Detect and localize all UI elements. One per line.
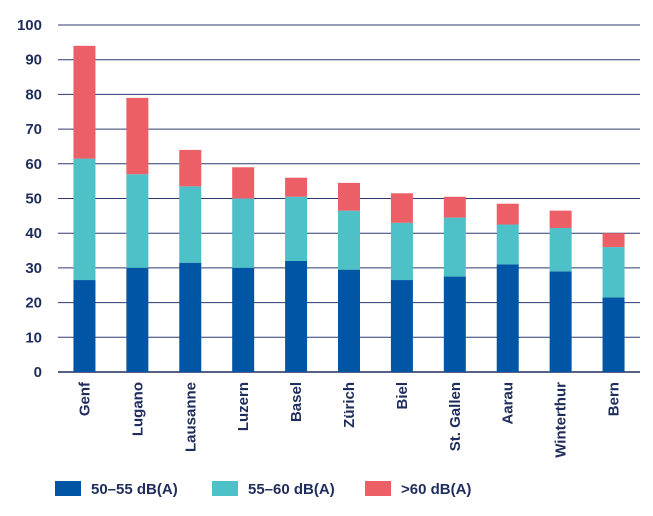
legend-swatch (55, 481, 81, 496)
bar-segment (232, 198, 255, 268)
bar-segment (232, 167, 255, 199)
bar-segment (549, 227, 572, 272)
bar-segment (285, 196, 308, 261)
bar-segment (338, 182, 360, 211)
legend-label: 55–60 dB(A) (248, 481, 335, 498)
legend-swatch (365, 481, 391, 496)
x-tick-label: Basel (288, 382, 305, 422)
bar-segment (126, 267, 149, 372)
x-tick-label: St. Gallen (447, 382, 464, 451)
bar-segment (285, 260, 308, 372)
legend-swatch (212, 481, 238, 496)
y-tick-label: 100 (17, 17, 42, 34)
x-tick-label: Zürich (341, 382, 358, 428)
bar-segment (126, 97, 149, 175)
y-tick-label: 30 (25, 260, 42, 277)
bar-segment (602, 297, 625, 372)
bar-segment (126, 174, 149, 268)
y-tick-label: 70 (25, 121, 42, 138)
x-tick-label: Luzern (235, 382, 252, 431)
y-tick-label: 40 (25, 225, 42, 242)
bar-segment (232, 267, 255, 372)
x-tick-label: Lugano (129, 382, 146, 436)
y-tick-label: 90 (25, 52, 42, 69)
bar-segment (338, 269, 360, 372)
bar-segment (549, 210, 572, 228)
bar-segment (179, 149, 202, 187)
bar-segment (443, 276, 466, 372)
y-tick-label: 50 (25, 191, 42, 208)
bar-segment (73, 158, 96, 281)
y-axis-ticks: 0 10 20 30 40 50 60 70 80 90 100 (17, 17, 42, 381)
x-tick-label: Biel (394, 382, 411, 410)
bar-segment (496, 203, 519, 225)
bars (73, 45, 625, 372)
y-tick-label: 10 (25, 329, 42, 346)
x-axis-labels: Genf Lugano Lausanne Luzern Basel Zürich Biel S… (76, 381, 622, 458)
bar-segment (390, 280, 413, 372)
bar-segment (602, 247, 625, 298)
bar-segment (338, 210, 360, 270)
bar-segment (73, 280, 96, 372)
bar-segment (602, 233, 625, 248)
y-tick-label: 60 (25, 156, 42, 173)
y-tick-label: 0 (34, 364, 42, 381)
y-tick-label: 20 (25, 295, 42, 312)
x-tick-label: Winterthur (553, 382, 570, 458)
x-tick-label: Bern (606, 382, 623, 416)
y-tick-label: 80 (25, 86, 42, 103)
bar-segment (179, 262, 202, 372)
x-tick-label: Aarau (500, 382, 517, 425)
x-tick-label: Lausanne (182, 382, 199, 452)
bar-segment (390, 222, 413, 281)
bar-segment (73, 45, 96, 159)
bar-segment (443, 217, 466, 277)
bar-segment (179, 186, 202, 263)
bar-segment (549, 271, 572, 372)
bar-segment (285, 177, 308, 197)
legend: 50–55 dB(A) 55–60 dB(A) >60 dB(A) (55, 481, 471, 498)
legend-label: 50–55 dB(A) (91, 481, 178, 498)
bar-segment (496, 224, 519, 265)
legend-label: >60 dB(A) (401, 481, 471, 498)
x-tick-label: Genf (76, 381, 93, 416)
bar-segment (390, 193, 413, 223)
bar-segment (496, 264, 519, 372)
bar-segment (443, 196, 466, 218)
